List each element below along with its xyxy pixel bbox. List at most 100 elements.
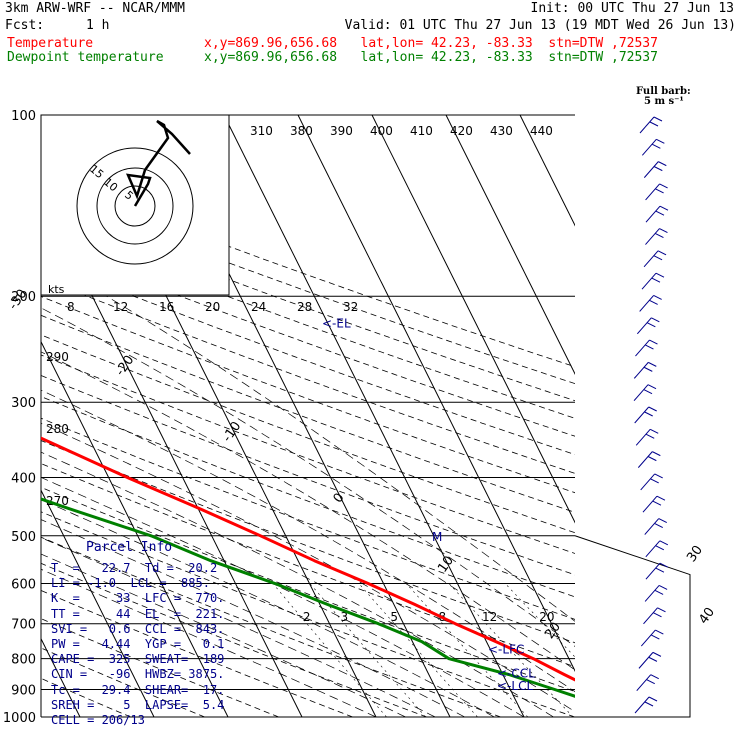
wind-barb	[633, 362, 649, 379]
dry-adiabat-line	[41, 296, 575, 494]
wind-barb-flag	[653, 612, 662, 618]
wind-barb-flag	[644, 366, 653, 372]
wind-barb-flag	[648, 656, 658, 662]
mixing-ratio-label: 2	[303, 610, 311, 624]
isotherm-line	[223, 115, 525, 717]
wind-barb	[634, 696, 650, 714]
parcel-info-row: SVI = 0.6 CCL = 843.	[51, 621, 225, 636]
wind-barb-flag	[652, 651, 662, 657]
barb-legend-title: Full barb:	[636, 86, 691, 97]
theta-label: 400	[370, 124, 393, 138]
pressure-label: 600	[11, 577, 36, 592]
wind-barb-flag	[658, 161, 667, 167]
wind-barb-flag	[650, 674, 659, 680]
isotherm-line	[445, 115, 575, 375]
pressure-label: 400	[11, 471, 36, 486]
wind-barb	[635, 339, 650, 357]
isotherm-label: -10	[220, 419, 244, 445]
init-time: Init: 00 UTC Thu 27 Jun 13	[530, 1, 735, 16]
forecast-label: Fcst:	[5, 18, 45, 33]
wind-barb-flag	[644, 411, 653, 417]
hodograph-units: kts	[48, 283, 65, 296]
wind-barb-flag	[649, 428, 659, 434]
wind-barb-flag	[659, 183, 668, 189]
wind-barb	[635, 428, 651, 446]
dry-adiabat-line	[41, 174, 575, 368]
profile-lines	[41, 436, 575, 698]
level-annotation: M	[432, 530, 442, 544]
wind-barb	[645, 540, 661, 558]
theta-label: 280	[46, 422, 69, 436]
parcel-info-row: CAPE = 325 SWEAT= 189	[51, 652, 225, 667]
wind-barb-flag	[649, 339, 658, 345]
wind-barb-flag	[659, 540, 669, 546]
dry-adiabat-line	[41, 463, 575, 668]
hodograph-trace	[125, 119, 191, 207]
wind-barb-flag	[648, 406, 657, 412]
wind-barb-flag	[645, 344, 654, 350]
dry-adiabat-line	[41, 618, 279, 717]
wind-barb-flag	[653, 116, 663, 122]
wind-barb-flag	[652, 143, 661, 149]
wind-barb-flag	[654, 590, 664, 595]
pressure-label: 1000	[3, 711, 36, 726]
wind-barb	[640, 629, 656, 647]
mixing-ratio-label: 20	[539, 610, 554, 624]
dry-adiabat-line	[41, 536, 501, 717]
wind-barb-flag	[655, 233, 664, 238]
wind-barb	[636, 674, 652, 692]
hodograph-speed-label: 20	[205, 300, 220, 314]
theta-label: 290	[46, 350, 69, 364]
level-annotation: <-LFC	[488, 643, 524, 657]
parcel-info-row: LI = -1.0 LCL = 885.	[51, 576, 210, 591]
parcel-info-row: T = 22.7 Td = 20.2	[51, 561, 218, 575]
hodograph-speed-label: 16	[159, 300, 174, 314]
wind-barb-flag	[647, 384, 657, 390]
wind-barb-flag	[656, 138, 665, 144]
wind-barb	[636, 317, 652, 335]
mixing-ratio-label: 5	[390, 610, 398, 624]
isotherm-line	[371, 115, 575, 524]
isotherm-line	[41, 340, 229, 717]
theta-label: 270	[46, 494, 69, 508]
wind-barb-flag	[648, 361, 657, 367]
hodograph-speed-label: 24	[251, 300, 266, 314]
hodograph-ring	[114, 185, 156, 227]
wind-barb-flag	[655, 545, 665, 551]
dry-adiabat-line	[41, 486, 575, 692]
dry-adiabat-line	[41, 511, 575, 717]
pressure-label: 700	[11, 618, 36, 633]
dewpoint-location: x,y=869.96,656.68 lat,lon= 42.23, -83.33…	[204, 50, 658, 65]
level-annotation: <-EL	[322, 316, 351, 330]
isotherm-line	[594, 115, 740, 717]
pressure-label: 900	[11, 683, 36, 698]
wind-barb-flag	[659, 205, 669, 211]
wind-barb-flag	[658, 585, 668, 590]
wind-barb	[645, 562, 661, 580]
wind-barb-flag	[653, 255, 663, 261]
wind-barb-flag	[651, 317, 660, 323]
plot-frame	[40, 114, 691, 718]
wind-barb	[643, 161, 659, 178]
hodograph-speed-label: 8	[67, 300, 75, 314]
wind-barb-flag	[652, 451, 661, 457]
wind-barb-flag	[650, 478, 659, 484]
level-annotation: <-CCL	[497, 666, 535, 680]
wind-barb-flag	[651, 634, 660, 640]
mixing-ratio-label: 12	[482, 610, 497, 624]
hodograph-ring	[96, 167, 174, 245]
isotherm-label: 30	[684, 543, 706, 565]
wind-barb-flag	[648, 696, 658, 702]
mixing-ratio-line	[309, 583, 426, 717]
wind-barb-flag	[651, 277, 661, 283]
model-title: 3km ARW-WRF -- NCAR/MMM	[5, 1, 186, 16]
isotherm-line	[41, 489, 155, 717]
level-annotation: <-LCL	[497, 679, 533, 693]
wind-barb	[633, 384, 649, 402]
wind-barb-flag	[648, 456, 657, 462]
wind-barb	[637, 451, 653, 468]
wind-barb	[641, 272, 657, 290]
wind-barb	[644, 585, 660, 602]
wind-barb	[640, 473, 656, 491]
pressure-label: 100	[11, 109, 36, 124]
